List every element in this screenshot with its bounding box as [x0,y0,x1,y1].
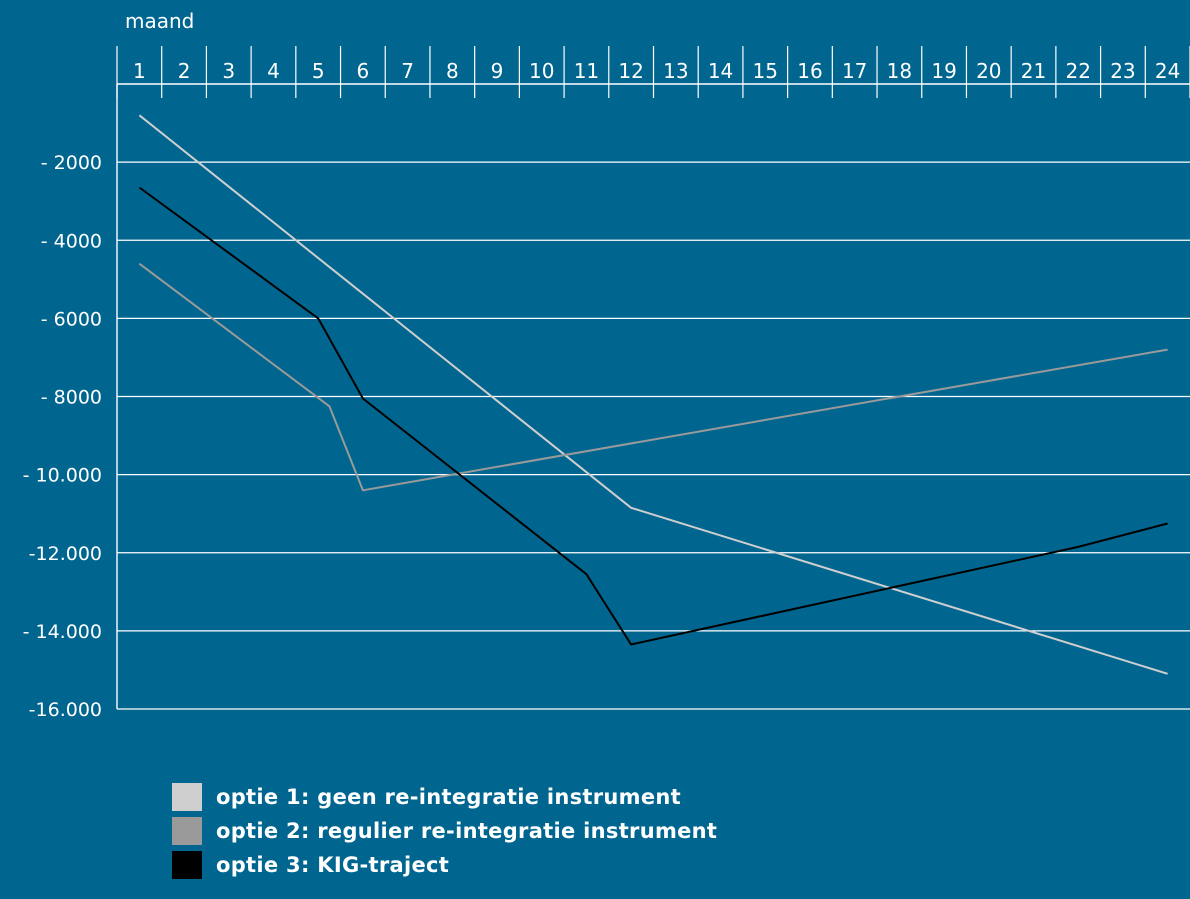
x-tick-label: 13 [663,59,688,83]
x-tick-label: 18 [887,59,912,83]
legend-label: optie 1: geen re-integratie instrument [216,785,681,809]
x-tick-label: 17 [842,59,867,83]
legend-item-optie-3: optie 3: KIG-traject [172,850,717,880]
x-tick-label: 12 [618,59,643,83]
x-tick-labels: 1 2 3 4 5 6 7 8 9 10 11 12 13 14 15 16 17 18 19 20 21 22 23 24 [133,59,1180,83]
series-lines [138,114,1168,675]
series-line-optie-1 [138,114,1168,675]
legend-swatch [172,817,202,845]
x-tick-label: 24 [1155,59,1180,83]
x-tick-label: 20 [976,59,1001,83]
x-tick-label: 2 [178,59,191,83]
y-tick-label: - 4000 [41,230,102,252]
legend-label: optie 2: regulier re-integratie instrume… [216,819,718,843]
x-tick-label: 5 [312,59,325,83]
y-tick-label: -16.000 [29,699,102,721]
legend-swatch [172,851,202,879]
legend-item-optie-2: optie 2: regulier re-integratie instrume… [172,816,717,846]
x-tick-label: 8 [446,59,459,83]
y-tick-label: - 14.000 [23,621,102,643]
x-tick-label: 23 [1110,59,1135,83]
grid [116,46,1190,710]
series-line-optie-2 [138,262,1168,492]
x-tick-label: 3 [222,59,235,83]
x-tick-label: 14 [708,59,733,83]
x-tick-label: 21 [1021,59,1046,83]
x-tick-label: 9 [491,59,504,83]
x-tick-label: 15 [753,59,778,83]
y-tick-label: - 6000 [41,308,102,330]
x-tick-label: 11 [574,59,599,83]
x-tick-label: 16 [797,59,822,83]
y-tick-labels: - 2000 - 4000 - 6000 - 8000 - 10.000 -12.000 -… [23,152,102,721]
x-tick-label: 4 [267,59,280,83]
series-line-optie-3 [138,186,1168,646]
legend-label: optie 3: KIG-traject [216,853,450,877]
y-tick-label: - 2000 [41,152,102,174]
y-tick-label: - 10.000 [23,465,102,487]
x-tick-label: 1 [133,59,146,83]
legend-swatch [172,783,202,811]
legend-item-optie-1: optie 1: geen re-integratie instrument [172,782,717,812]
x-tick-label: 10 [529,59,554,83]
x-tick-label: 6 [357,59,370,83]
y-tick-label: -12.000 [29,543,102,565]
legend: optie 1: geen re-integratie instrument o… [172,782,717,884]
x-axis-label: maand [125,9,194,33]
x-tick-label: 7 [401,59,414,83]
y-tick-label: - 8000 [41,387,102,409]
x-tick-label: 22 [1066,59,1091,83]
x-tick-label: 19 [931,59,956,83]
